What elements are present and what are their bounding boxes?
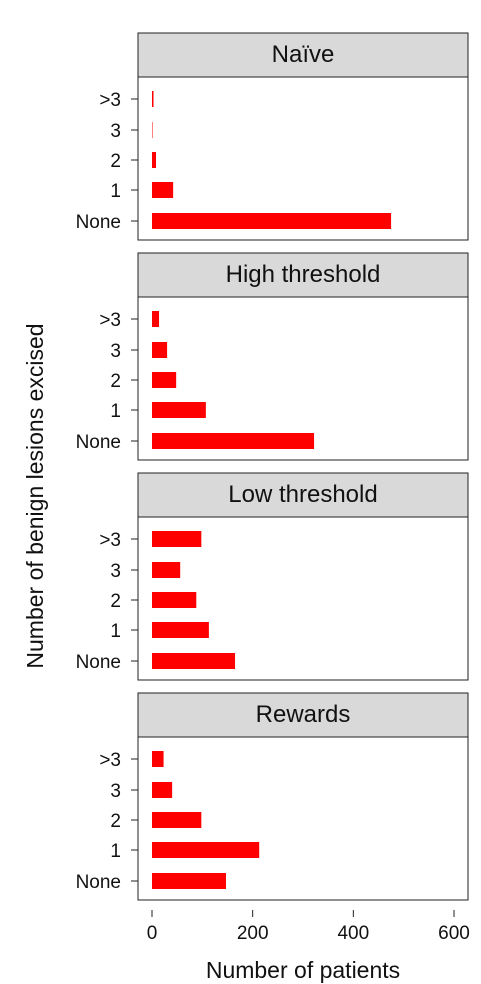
y-tick-label: 2 — [110, 811, 121, 832]
y-tick-label: >3 — [99, 90, 121, 111]
facet-title: Naïve — [272, 41, 335, 68]
y-tick-label: 1 — [110, 181, 121, 202]
bar — [152, 812, 202, 828]
bar — [152, 122, 153, 138]
facet-strip — [137, 472, 469, 518]
y-tick-label: None — [76, 872, 121, 893]
bar — [152, 782, 173, 798]
bar — [152, 592, 197, 608]
bar — [152, 342, 168, 358]
bar — [152, 531, 202, 547]
bar — [152, 842, 260, 858]
y-tick-label: 1 — [110, 621, 121, 642]
x-axis-title: Number of patients — [206, 957, 400, 983]
bar — [152, 182, 174, 198]
bar — [152, 152, 157, 168]
x-axis: 0 200 400 600 — [147, 910, 470, 944]
bar — [152, 402, 206, 418]
y-tick-label: None — [76, 432, 121, 453]
facet-plot-area — [137, 76, 469, 241]
bar — [152, 622, 209, 638]
x-tick-label: 200 — [237, 923, 269, 944]
bar — [152, 91, 154, 107]
x-tick-label: 400 — [337, 923, 369, 944]
facet-title: Rewards — [256, 701, 351, 728]
y-tick-label: None — [76, 652, 121, 673]
y-tick-label: 1 — [110, 401, 121, 422]
x-tick-label: 600 — [438, 923, 470, 944]
bar — [152, 873, 226, 889]
y-tick-label: 3 — [110, 781, 121, 802]
facet-title: Low threshold — [228, 481, 377, 508]
y-tick-label: >3 — [99, 750, 121, 771]
bar — [152, 311, 160, 327]
facet-panel-2: Low threshold None 1 2 3 >3 — [76, 472, 469, 681]
facet-panel-0: Naïve None 1 2 3 >3 — [76, 32, 469, 241]
facet-title: High threshold — [226, 261, 381, 288]
y-tick-label: 3 — [110, 121, 121, 142]
bar — [152, 653, 236, 669]
y-tick-label: >3 — [99, 530, 121, 551]
bar — [152, 751, 164, 767]
facet-strip — [137, 252, 469, 298]
y-tick-label: 2 — [110, 151, 121, 172]
y-tick-label: 3 — [110, 561, 121, 582]
y-axis-title: Number of benign lesions excised — [22, 323, 48, 668]
bar — [152, 372, 177, 388]
facet-strip — [137, 692, 469, 738]
y-tick-label: 3 — [110, 341, 121, 362]
facet-plot-area — [137, 296, 469, 461]
bar — [152, 562, 181, 578]
bar — [152, 433, 315, 449]
y-tick-label: None — [76, 212, 121, 233]
facet-panel-3: Rewards None 1 2 3 >3 — [76, 692, 469, 901]
facet-strip — [137, 32, 469, 78]
y-tick-label: 2 — [110, 591, 121, 612]
y-tick-label: 1 — [110, 841, 121, 862]
y-tick-label: 2 — [110, 371, 121, 392]
facet-panel-1: High threshold None 1 2 3 >3 — [76, 252, 469, 461]
x-tick-label: 0 — [147, 923, 158, 944]
bar — [152, 213, 392, 229]
y-tick-label: >3 — [99, 310, 121, 331]
